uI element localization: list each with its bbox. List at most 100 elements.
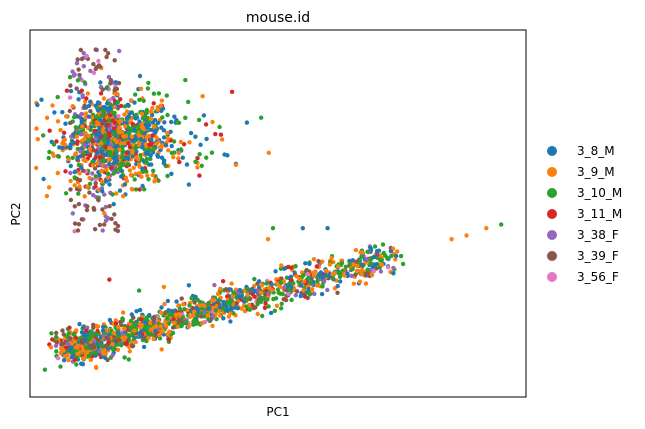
data-point [66,157,71,162]
data-point [178,139,184,145]
data-point [72,204,78,209]
data-point [105,101,110,106]
data-point [58,127,63,133]
data-point [68,163,74,169]
data-point [99,179,105,184]
data-point [115,347,121,352]
data-point [54,139,59,144]
data-point [72,221,78,226]
data-point [129,134,134,139]
data-point [55,94,60,100]
data-point [379,258,384,263]
data-point [92,128,97,133]
data-point [161,128,167,133]
data-point [216,308,222,314]
points-layer [34,47,504,372]
data-point [162,120,167,125]
data-point [91,70,97,76]
data-point [206,300,211,306]
data-point [46,185,52,190]
data-point [159,98,165,103]
data-point [137,187,142,192]
data-point [124,150,130,156]
data-point [76,201,82,207]
data-point [47,128,52,133]
data-point [136,331,141,336]
data-point [103,144,108,150]
data-point [144,169,149,174]
data-point [107,118,112,123]
data-point [122,182,128,187]
data-point [103,179,109,184]
data-point [88,99,93,104]
data-point [60,145,65,151]
data-point [158,324,163,329]
data-point [195,165,200,170]
data-point [47,149,52,155]
legend-item: 3_38_F [547,228,619,242]
data-point [83,111,89,116]
data-point [301,273,306,278]
data-point [174,299,179,304]
data-point [125,115,130,120]
data-point [105,85,110,90]
data-point [156,91,162,96]
data-point [154,135,159,140]
data-point [400,261,406,267]
data-point [144,135,149,140]
data-point [229,281,234,286]
data-point [111,132,116,137]
data-point [137,171,142,176]
data-point [252,289,257,294]
data-point [175,120,180,125]
data-point [165,316,170,321]
data-point [277,284,283,289]
data-point [148,109,153,114]
data-point [77,321,82,327]
data-point [95,324,101,329]
data-point [53,343,59,348]
data-point [79,165,84,170]
data-point [122,335,128,340]
data-point [193,321,198,326]
data-point [149,112,155,118]
data-point [79,344,85,349]
data-point [351,281,356,286]
data-point [70,69,75,74]
data-point [103,355,108,361]
data-point [74,362,79,367]
data-point [218,132,224,137]
data-point [239,306,244,311]
data-point [70,155,75,160]
data-point [195,156,200,161]
data-point [268,310,274,316]
data-point [127,131,132,136]
data-point [144,111,149,116]
data-point [134,309,139,314]
data-point [68,336,73,341]
data-point [155,153,160,158]
data-point [90,163,96,168]
data-point [335,290,340,295]
data-point [79,217,85,222]
data-point [74,134,80,139]
data-point [55,153,61,159]
data-point [115,228,121,234]
data-point [229,298,234,304]
data-point [67,108,73,114]
data-point [119,174,124,179]
data-point [100,87,105,92]
data-point [388,249,394,254]
data-point [359,262,364,267]
data-point [151,336,156,342]
data-point [117,188,123,193]
data-point [159,347,164,352]
data-point [311,257,317,262]
data-point [60,110,65,115]
data-point [205,313,210,318]
data-point [161,135,167,140]
data-point [171,139,177,144]
data-point [269,282,274,287]
data-point [241,299,247,304]
data-point [137,119,142,124]
